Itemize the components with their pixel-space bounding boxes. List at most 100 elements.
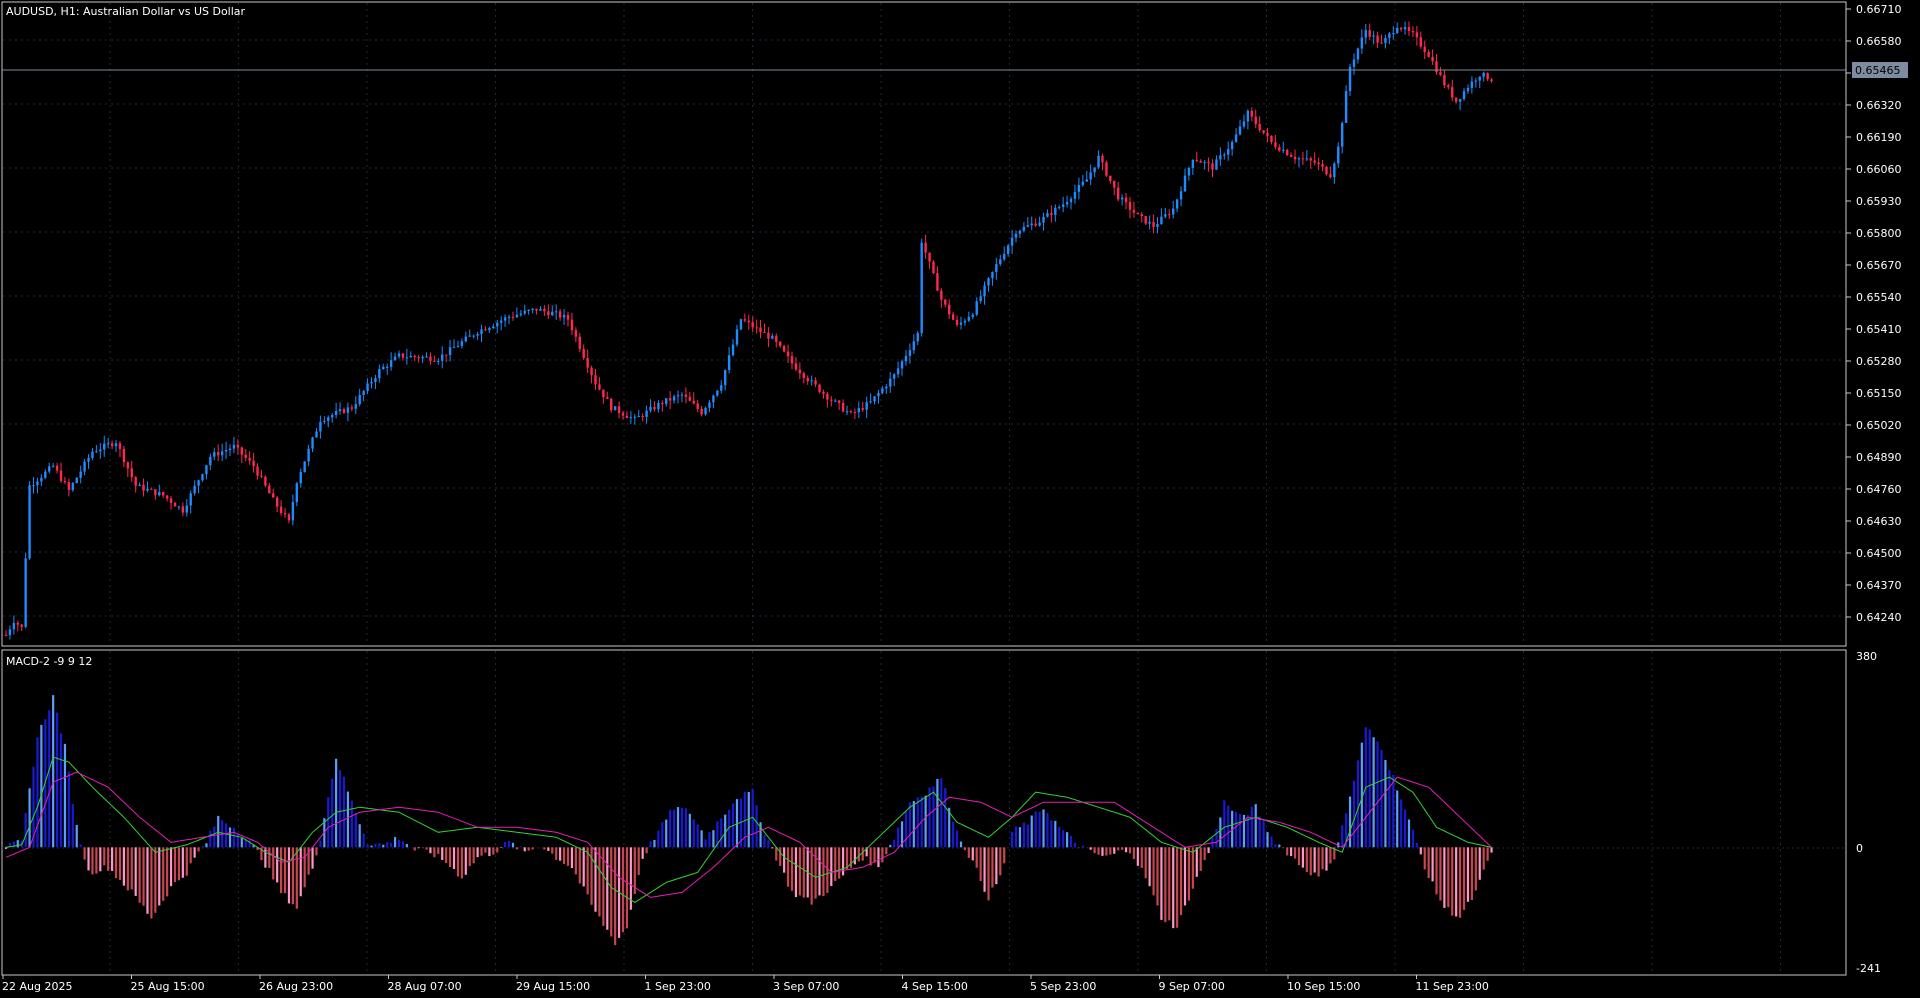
time-axis[interactable]: 22 Aug 2025 25 Aug 15:00 26 Aug 23:00 28 Au… (2, 975, 1489, 993)
candle-body (59, 470, 63, 481)
candle-body (346, 407, 350, 413)
candle-body (951, 314, 955, 320)
candle-body (1352, 59, 1356, 67)
candle-body (1415, 32, 1419, 38)
candle-body (1199, 160, 1202, 163)
candle-body (936, 273, 939, 291)
candle-body (1313, 160, 1316, 163)
candle-body (700, 408, 703, 415)
candle-body (334, 411, 338, 415)
candle-body (979, 296, 982, 302)
candle-body (1014, 233, 1018, 238)
candle-body (197, 480, 200, 486)
candle-body (350, 407, 354, 409)
candle-body (830, 399, 833, 401)
price-tick-label: 0.65540 (1856, 291, 1902, 304)
candle-body (1230, 141, 1234, 150)
candle-body (295, 483, 299, 503)
candle-body (279, 506, 283, 514)
candle-body (680, 394, 684, 396)
candle-body (378, 369, 381, 379)
candle-body (668, 398, 672, 401)
candle-body (704, 407, 707, 415)
candle-body (99, 449, 102, 452)
candle-body (971, 314, 974, 317)
candle-body (1069, 198, 1073, 203)
candle-body (1183, 175, 1187, 192)
candle-body (1003, 253, 1006, 260)
candle-body (1333, 163, 1336, 178)
candle-body (389, 360, 393, 367)
candle-body (1376, 35, 1379, 43)
candle-body (649, 406, 652, 411)
candle-body (1010, 237, 1014, 246)
price-tick-label: 0.66580 (1856, 35, 1902, 48)
candle-body (688, 396, 692, 401)
candle-body (1270, 135, 1273, 143)
indicator-tick-label: 380 (1856, 650, 1877, 663)
candle-body (433, 360, 436, 362)
candle-body (1462, 91, 1466, 100)
candle-body (739, 319, 743, 330)
candle-body (853, 412, 857, 414)
candle-body (653, 406, 656, 410)
candle-body (637, 416, 640, 418)
indicator-frame[interactable] (1, 649, 1847, 976)
candle-body (1211, 163, 1214, 170)
time-tick-label: 1 Sep 23:00 (645, 980, 711, 993)
candle-body (1301, 158, 1305, 160)
candle-body (492, 326, 495, 329)
candle-body (1262, 130, 1265, 134)
candle-body (142, 484, 145, 491)
candle-body (1372, 35, 1375, 37)
candle-body (83, 461, 86, 472)
candle-body (311, 437, 314, 449)
grid-lines (3, 3, 1845, 974)
candle-body (1148, 221, 1151, 224)
candle-body (641, 416, 644, 418)
candle-body (657, 403, 660, 410)
candle-body (1289, 154, 1293, 157)
candle-body (409, 355, 412, 358)
candle-body (8, 629, 12, 636)
candle-body (1360, 37, 1364, 49)
candle-body (36, 481, 39, 486)
candle-body (386, 366, 389, 368)
candle-body (342, 409, 346, 413)
candle-body (523, 310, 526, 314)
candle-body (1329, 174, 1332, 178)
candle-body (519, 313, 523, 315)
candle-body (162, 492, 165, 496)
candle-body (590, 367, 593, 376)
candle-body (126, 462, 130, 469)
time-tick-label: 5 Sep 23:00 (1030, 980, 1096, 993)
price-tick-label: 0.65930 (1856, 195, 1902, 208)
candle-body (75, 477, 78, 484)
candle-body (181, 506, 185, 513)
candle-body (12, 622, 16, 630)
candle-body (464, 336, 468, 342)
candle-body (95, 451, 98, 453)
price-axis[interactable]: 0.667100.665800.664500.663200.661900.660… (1846, 3, 1902, 624)
indicator-axis[interactable]: 380 0 -241 (1856, 650, 1881, 975)
candle-body (1022, 226, 1026, 231)
candle-body (138, 484, 141, 486)
candle-body (1061, 204, 1065, 208)
candle-body (448, 347, 452, 355)
candle-body (275, 497, 279, 507)
candle-body (566, 314, 570, 320)
candle-body (1105, 162, 1108, 176)
candle-body (503, 317, 507, 321)
candle-body (209, 456, 212, 466)
candle-body (598, 384, 601, 390)
candle-body (315, 431, 318, 438)
candle-body (228, 448, 232, 451)
price-tick-label: 0.66320 (1856, 99, 1902, 112)
candle-body (771, 335, 774, 339)
candle-body (1124, 197, 1128, 202)
main-chart-frame[interactable] (1, 1, 1847, 647)
candle-body (1113, 180, 1116, 188)
candle-body (354, 404, 357, 409)
candle-body (169, 498, 173, 504)
